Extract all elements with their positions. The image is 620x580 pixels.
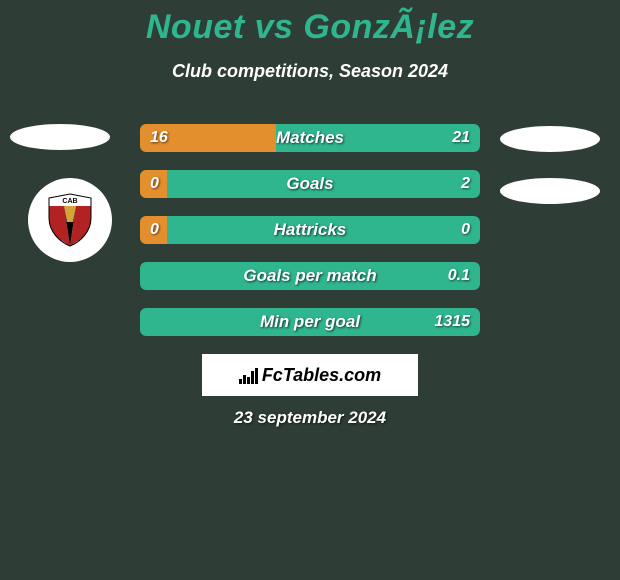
footer-logo: FcTables.com: [202, 354, 418, 396]
stat-label: Hattricks: [274, 220, 347, 240]
subtitle: Club competitions, Season 2024: [0, 61, 620, 82]
stat-row: Hattricks 0 0: [140, 216, 480, 244]
club-shield-icon: CAB: [47, 192, 93, 248]
stat-value-right: 21: [452, 129, 470, 147]
stat-label: Goals per match: [243, 266, 376, 286]
badge-text: CAB: [62, 198, 77, 205]
stat-row: Goals 0 2: [140, 170, 480, 198]
date-text: 23 september 2024: [234, 408, 386, 428]
stat-row: Matches 16 21: [140, 124, 480, 152]
stat-value-left: 0: [150, 175, 159, 193]
chart-icon: [239, 366, 258, 384]
stat-value-left: 0: [150, 221, 159, 239]
stat-label: Min per goal: [260, 312, 360, 332]
page-title: Nouet vs GonzÃ¡lez: [0, 0, 620, 47]
player-left-oval: [10, 124, 110, 150]
stat-value-right: 0.1: [448, 267, 470, 285]
stat-label: Matches: [276, 128, 344, 148]
stat-label: Goals: [286, 174, 333, 194]
stat-value-right: 0: [461, 221, 470, 239]
club-badge: CAB: [28, 178, 112, 262]
stat-row: Goals per match 0.1: [140, 262, 480, 290]
stat-value-right: 2: [461, 175, 470, 193]
stat-value-left: 16: [150, 129, 168, 147]
player-right-oval-1: [500, 126, 600, 152]
stat-value-right: 1315: [434, 313, 470, 331]
player-right-oval-2: [500, 178, 600, 204]
footer-logo-text: FcTables.com: [262, 365, 381, 386]
stat-row: Min per goal 1315: [140, 308, 480, 336]
stats-bars: Matches 16 21 Goals 0 2 Hattricks 0 0 Goals per m…: [140, 124, 480, 354]
